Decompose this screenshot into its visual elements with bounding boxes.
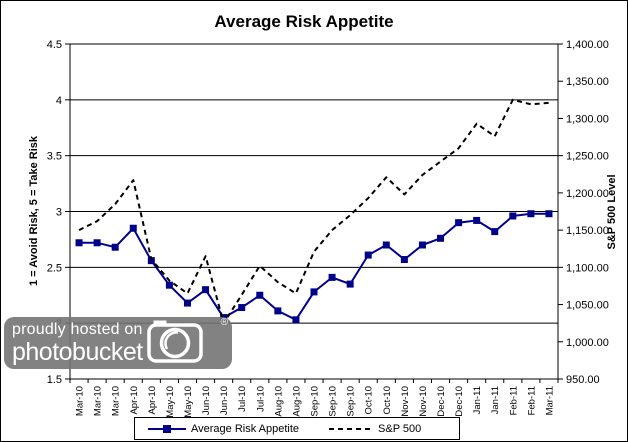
x-axis-tick-label: Sep-10 bbox=[310, 386, 321, 417]
x-axis-tick-label: Feb-11 bbox=[526, 386, 537, 415]
x-axis-tick-label: Nov-10 bbox=[418, 386, 429, 417]
risk-appetite-line bbox=[79, 212, 549, 321]
right-axis-tick-label: 1,000.00 bbox=[566, 337, 609, 349]
data-point-marker bbox=[527, 210, 535, 218]
watermark-text: proudly hosted on photobucket bbox=[12, 320, 143, 366]
x-axis-tick-label: Jan-11 bbox=[490, 386, 501, 414]
data-point-marker bbox=[364, 251, 372, 259]
x-axis-tick-label: Jan-11 bbox=[472, 386, 483, 414]
right-axis-tick-label: 1,100.00 bbox=[566, 262, 609, 274]
x-axis-tick-label: Oct-10 bbox=[364, 386, 375, 415]
x-axis-tick-label: Mar-10 bbox=[111, 386, 122, 416]
x-axis-tick-label: May-10 bbox=[165, 386, 176, 418]
x-axis-tick-label: Mar-10 bbox=[75, 386, 86, 416]
x-axis-tick-label: Aug-10 bbox=[273, 386, 284, 417]
left-axis-tick-label: 2.5 bbox=[47, 262, 62, 274]
sp500-line bbox=[78, 98, 550, 325]
photobucket-watermark[interactable]: proudly hosted on photobucket ® bbox=[4, 317, 232, 369]
right-axis-tick-label: 1,300.00 bbox=[566, 113, 609, 125]
x-axis-tick-label: Jul-10 bbox=[237, 386, 248, 412]
right-axis-tick-label: 1,400.00 bbox=[566, 39, 609, 51]
x-axis-tick-label: Apr-10 bbox=[129, 386, 140, 415]
sp500-line-sample bbox=[329, 427, 374, 430]
right-axis-tick-label: 1,050.00 bbox=[566, 300, 609, 312]
right-axis-tick-label: 1,200.00 bbox=[566, 188, 609, 200]
data-point-marker bbox=[310, 288, 318, 296]
legend-label-risk-appetite: Average Risk Appetite bbox=[191, 422, 300, 435]
x-axis-tick-label: Sep-10 bbox=[328, 386, 339, 417]
data-point-marker bbox=[545, 210, 553, 218]
data-point-marker bbox=[473, 216, 481, 224]
x-axis-tick-label: Apr-10 bbox=[147, 386, 158, 415]
watermark-tagline: proudly hosted on bbox=[12, 320, 143, 338]
right-axis-tick-label: 1,150.00 bbox=[566, 225, 609, 237]
x-axis-tick-label: Oct-10 bbox=[382, 386, 393, 415]
x-axis-tick-label: Sep-10 bbox=[346, 386, 357, 417]
data-point-marker bbox=[418, 241, 426, 249]
x-axis-tick-label: Jun-10 bbox=[201, 386, 212, 415]
x-axis-tick-label: Feb-11 bbox=[508, 386, 519, 415]
x-axis-tick-label: Mar-10 bbox=[93, 386, 104, 416]
data-point-marker bbox=[202, 286, 210, 294]
data-point-marker bbox=[437, 234, 445, 242]
right-axis-tick-label: 1,250.00 bbox=[566, 151, 609, 163]
data-point-marker bbox=[455, 219, 463, 227]
data-point-marker bbox=[346, 280, 354, 288]
data-point-marker bbox=[292, 316, 300, 324]
data-point-marker bbox=[165, 281, 173, 289]
data-point-marker bbox=[382, 241, 390, 249]
data-point-marker bbox=[256, 291, 264, 299]
x-axis-tick-label: Dec-10 bbox=[454, 386, 465, 417]
legend-swatch-sp500 bbox=[329, 424, 374, 434]
chart-title: Average Risk Appetite bbox=[214, 12, 394, 31]
data-point-marker bbox=[111, 243, 119, 251]
data-point-marker bbox=[400, 256, 408, 264]
data-point-marker bbox=[328, 273, 336, 281]
left-axis-tick-label: 3.5 bbox=[47, 151, 62, 163]
left-axis-tick-label: 1.5 bbox=[47, 374, 62, 386]
x-axis-tick-label: Mar-11 bbox=[544, 386, 555, 415]
data-point-marker bbox=[491, 228, 499, 236]
data-point-marker bbox=[75, 239, 83, 247]
data-point-marker bbox=[509, 212, 517, 220]
x-axis-tick-label: Jun-10 bbox=[219, 386, 230, 415]
chart-legend: Average Risk Appetite S&P 500 bbox=[134, 417, 460, 440]
watermark-brand: photobucket bbox=[12, 337, 143, 366]
legend-label-sp500: S&P 500 bbox=[378, 422, 422, 435]
risk-appetite-line-sample bbox=[148, 424, 186, 433]
camera-icon bbox=[146, 318, 209, 369]
data-point-marker bbox=[238, 304, 246, 312]
registered-trademark-icon: ® bbox=[220, 317, 228, 328]
data-point-marker bbox=[129, 224, 137, 232]
data-point-marker bbox=[183, 299, 191, 307]
left-axis-tick-label: 4 bbox=[56, 95, 62, 107]
legend-swatch-risk-appetite bbox=[148, 424, 186, 434]
right-axis-tick-label: 950.00 bbox=[566, 374, 600, 386]
x-axis-tick-label: Dec-10 bbox=[436, 386, 447, 417]
data-point-marker bbox=[93, 239, 101, 247]
x-axis-tick-label: Jul-10 bbox=[255, 386, 266, 412]
data-point-marker bbox=[274, 307, 282, 315]
x-axis-tick-label: Aug-10 bbox=[291, 386, 302, 417]
x-axis-tick-label: Nov-10 bbox=[400, 386, 411, 417]
left-axis-tick-label: 3 bbox=[56, 207, 62, 219]
x-axis-tick-label: May-10 bbox=[183, 386, 194, 418]
left-axis-tick-label: 4.5 bbox=[47, 39, 62, 51]
right-axis-tick-label: 1,350.00 bbox=[566, 76, 609, 88]
